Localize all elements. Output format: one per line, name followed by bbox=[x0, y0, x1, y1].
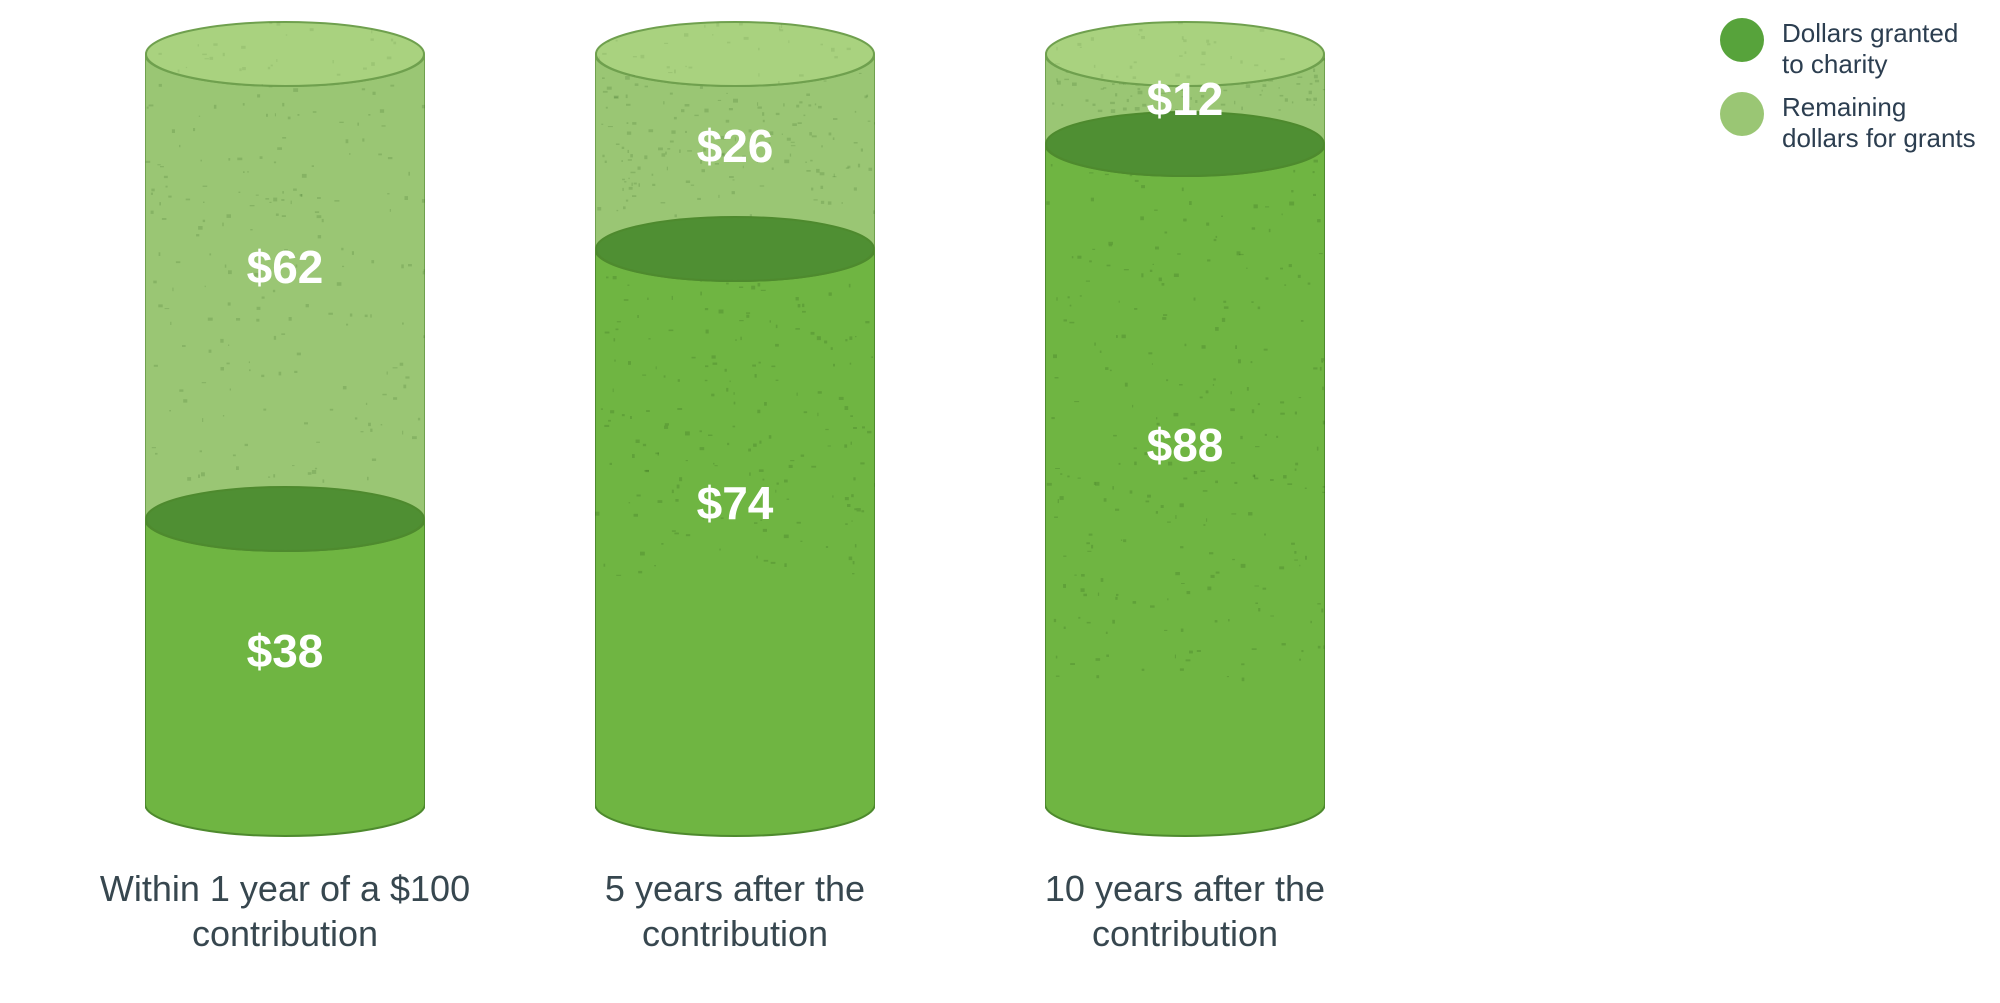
remaining-value-0: $62 bbox=[145, 240, 425, 294]
axis-label-2: 10 years after the contribution bbox=[995, 866, 1375, 956]
granted-value-1: $74 bbox=[595, 476, 875, 530]
remaining-value-1: $26 bbox=[595, 119, 875, 173]
legend-text-1: Remaining dollars for grants bbox=[1782, 92, 1976, 154]
legend-item-0: Dollars granted to charity bbox=[1720, 18, 1958, 80]
legend-item-1: Remaining dollars for grants bbox=[1720, 92, 1976, 154]
remaining-value-2: $12 bbox=[1045, 72, 1325, 126]
cylinder-0 bbox=[145, 20, 425, 838]
granted-value-2: $88 bbox=[1045, 418, 1325, 472]
granted-value-0: $38 bbox=[145, 624, 425, 678]
axis-label-1: 5 years after the contribution bbox=[545, 866, 925, 956]
cylinder-chart: $62 $38 Within 1 year of a $100 contributi… bbox=[0, 0, 2000, 1003]
axis-label-0: Within 1 year of a $100 contribution bbox=[95, 866, 475, 956]
legend-swatch-0 bbox=[1720, 18, 1764, 62]
legend-text-0: Dollars granted to charity bbox=[1782, 18, 1958, 80]
legend-swatch-1 bbox=[1720, 92, 1764, 136]
